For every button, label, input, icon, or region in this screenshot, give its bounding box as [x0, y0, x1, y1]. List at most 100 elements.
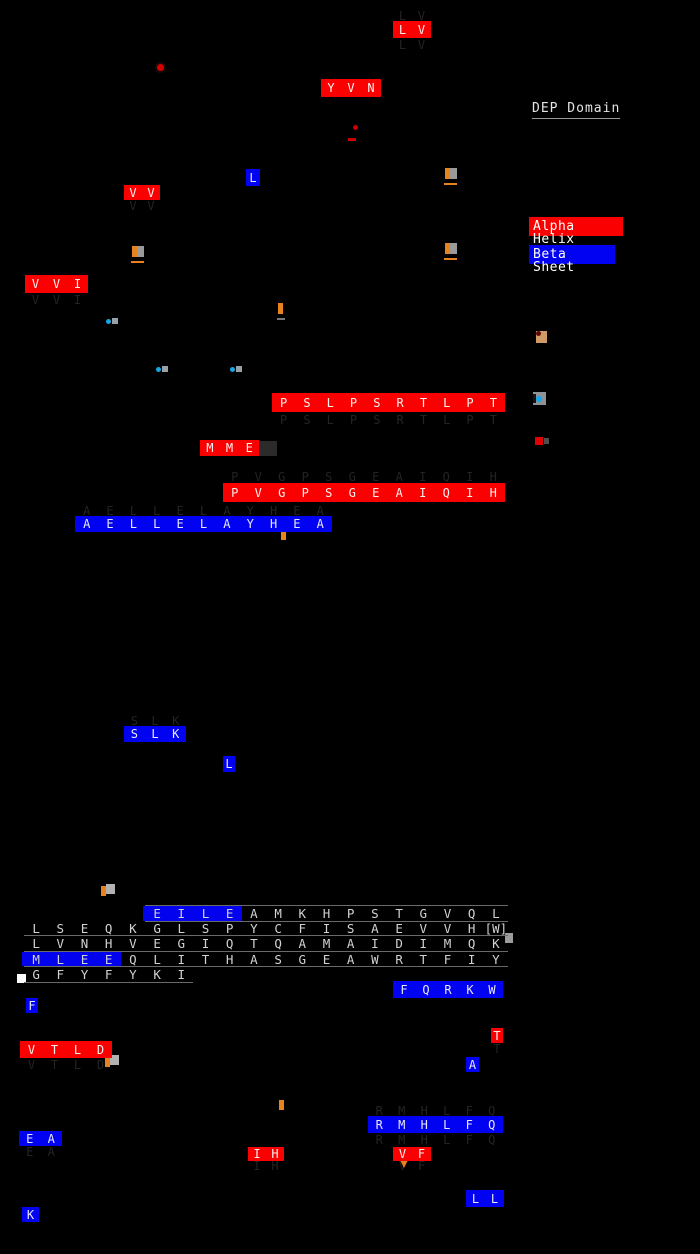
alignment-cell[interactable]: K: [298, 906, 307, 921]
alignment-cell[interactable]: L: [201, 906, 210, 921]
alignment-cell[interactable]: C: [274, 920, 282, 936]
residue-label[interactable]: K: [22, 1207, 39, 1222]
alignment-cell[interactable]: I: [177, 967, 186, 983]
alignment-cell[interactable]: I: [177, 951, 186, 967]
alignment-cell[interactable]: E: [80, 920, 89, 936]
alignment-cell[interactable]: G: [298, 951, 307, 967]
orange-glyph-icon[interactable]: [279, 1100, 284, 1110]
alignment-cell[interactable]: Q: [467, 906, 476, 921]
alignment-cell[interactable]: W: [371, 951, 379, 967]
alignment-cell[interactable]: M: [274, 906, 282, 921]
alignment-cell[interactable]: Y: [492, 951, 500, 967]
alignment-cell[interactable]: V: [443, 906, 452, 921]
red-dot-icon[interactable]: [157, 64, 164, 71]
alignment-cell[interactable]: E: [153, 906, 161, 921]
alignment-cell[interactable]: S: [274, 951, 282, 967]
alignment-cell[interactable]: I: [177, 906, 186, 921]
alignment-cell[interactable]: R: [395, 951, 403, 967]
red-blob-icon[interactable]: [535, 437, 549, 446]
alignment-cell[interactable]: A: [250, 906, 258, 921]
alignment-cell[interactable]: F: [104, 967, 113, 983]
residue-label[interactable]: L: [223, 756, 235, 772]
alignment-cell[interactable]: M: [322, 936, 331, 952]
alignment-cell[interactable]: A: [298, 936, 307, 952]
alignment-cell[interactable]: M: [32, 951, 40, 967]
alignment-cell[interactable]: K: [153, 967, 161, 983]
alignment-cell[interactable]: Q: [467, 936, 476, 952]
alignment-cell[interactable]: S: [371, 906, 379, 921]
alignment-cell[interactable]: F: [443, 951, 452, 967]
alignment-cell[interactable]: T: [201, 951, 210, 967]
alignment-cell[interactable]: G: [32, 967, 40, 983]
alignment-cell[interactable]: Y: [80, 967, 89, 983]
white-square-icon[interactable]: [17, 974, 26, 983]
alignment-cell[interactable]: S: [56, 920, 65, 936]
cyan-dot-icon[interactable]: [156, 366, 168, 373]
orange-tag-icon[interactable]: [101, 884, 115, 896]
cyan-dot-icon[interactable]: [230, 366, 242, 373]
alignment-cell[interactable]: Q: [225, 936, 234, 952]
alignment-cell[interactable]: H: [322, 906, 331, 921]
alignment-cell[interactable]: Q: [104, 920, 113, 936]
gray-cyan-icon[interactable]: [533, 392, 546, 405]
tan-tag-icon[interactable]: [444, 168, 457, 185]
alignment-cell[interactable]: E: [395, 920, 403, 936]
gray-square-icon[interactable]: [505, 933, 513, 943]
alignment-cell[interactable]: A: [346, 951, 355, 967]
orange-glyph-icon[interactable]: [281, 530, 286, 540]
alignment-cell[interactable]: Y: [250, 920, 258, 936]
alignment-cell[interactable]: A: [371, 920, 379, 936]
alignment-cell[interactable]: V: [419, 920, 428, 936]
alignment-cell[interactable]: T: [395, 906, 403, 921]
gray-stub-icon[interactable]: [259, 441, 277, 456]
alignment-cell[interactable]: S: [201, 920, 210, 936]
alignment-cell[interactable]: V: [443, 920, 452, 936]
alignment-cell[interactable]: E: [153, 936, 161, 952]
alignment-cell[interactable]: K: [129, 920, 137, 936]
alignment-cell[interactable]: M: [443, 936, 452, 952]
alignment-cell[interactable]: P: [346, 906, 355, 921]
alignment-cell[interactable]: H: [104, 936, 113, 952]
alignment-cell[interactable]: T: [250, 936, 258, 952]
alignment-cell[interactable]: P: [225, 920, 234, 936]
alignment-cell[interactable]: A: [250, 951, 258, 967]
stick-red-icon[interactable]: [348, 125, 360, 143]
alignment-cell[interactable]: L: [32, 920, 40, 936]
alignment-cell[interactable]: Q: [129, 951, 137, 967]
alignment-cell[interactable]: Y: [129, 967, 137, 983]
alignment-cell[interactable]: I: [322, 920, 331, 936]
alignment-cell[interactable]: A: [346, 936, 355, 952]
alignment-cell[interactable]: E: [104, 951, 113, 967]
alignment-cell[interactable]: [W]: [484, 920, 508, 936]
alignment-cell[interactable]: H: [225, 951, 234, 967]
orange-tag-icon[interactable]: [105, 1055, 119, 1067]
alignment-cell[interactable]: D: [395, 936, 403, 952]
alignment-cell[interactable]: F: [56, 967, 65, 983]
tan-tag-icon[interactable]: [444, 243, 457, 260]
alignment-cell[interactable]: K: [492, 936, 500, 952]
alignment-cell[interactable]: I: [419, 936, 428, 952]
alignment-cell[interactable]: L: [153, 951, 161, 967]
orange-flag-icon[interactable]: [277, 303, 285, 320]
alignment-cell[interactable]: L: [492, 906, 500, 921]
alignment-cell[interactable]: I: [371, 936, 379, 952]
alignment-cell[interactable]: V: [129, 936, 137, 952]
tan-tag-icon[interactable]: [131, 246, 144, 263]
alignment-cell[interactable]: S: [346, 920, 355, 936]
alignment-cell[interactable]: L: [177, 920, 186, 936]
